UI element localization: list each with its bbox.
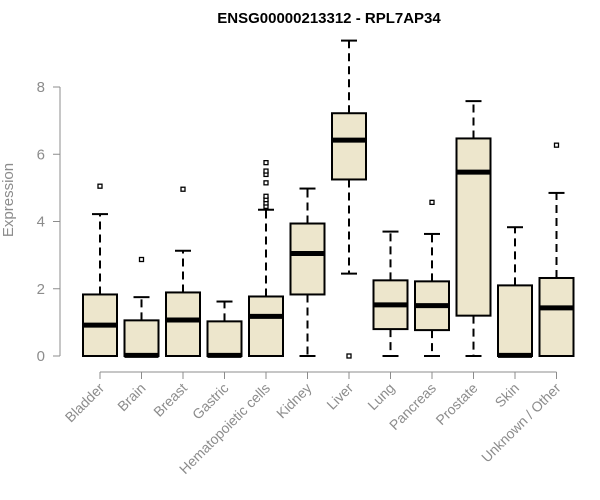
outlier-point [263,160,269,166]
x-tick-label: Bladder [62,380,108,426]
box [331,112,367,181]
x-tick-label: Breast [150,380,190,420]
outlier-point [263,180,269,186]
outlier-point [553,142,560,148]
y-tick-label: 2 [37,281,45,298]
box [123,319,160,358]
x-tick-label: Liver [323,380,356,413]
x-tick-label: Prostate [432,380,480,428]
outlier-point [180,186,186,192]
outlier-point [346,353,352,359]
box [165,291,201,358]
chart-title: ENSG00000213312 - RPL7AP34 [217,10,441,27]
x-tick-label: Brain [114,380,148,414]
box [497,284,533,358]
y-tick-label: 8 [37,79,45,96]
x-tick-label: Unknown / Other [478,380,564,466]
box [206,320,243,357]
x-tick-label: Lung [364,380,397,413]
outlier-point [263,193,269,199]
y-tick-label: 0 [37,348,45,365]
box [538,276,575,357]
y-tick-label: 6 [37,146,45,163]
x-tick-label: Kidney [273,380,315,422]
outlier-point [429,199,435,205]
y-axis-label: Expression [0,163,17,237]
y-tick-label: 4 [37,214,45,231]
outlier-point [263,168,269,174]
x-tick-label: Skin [492,380,523,411]
box [289,222,326,296]
box [248,295,284,358]
outlier-point [138,256,145,263]
outlier-point [97,183,103,189]
box [455,137,492,317]
